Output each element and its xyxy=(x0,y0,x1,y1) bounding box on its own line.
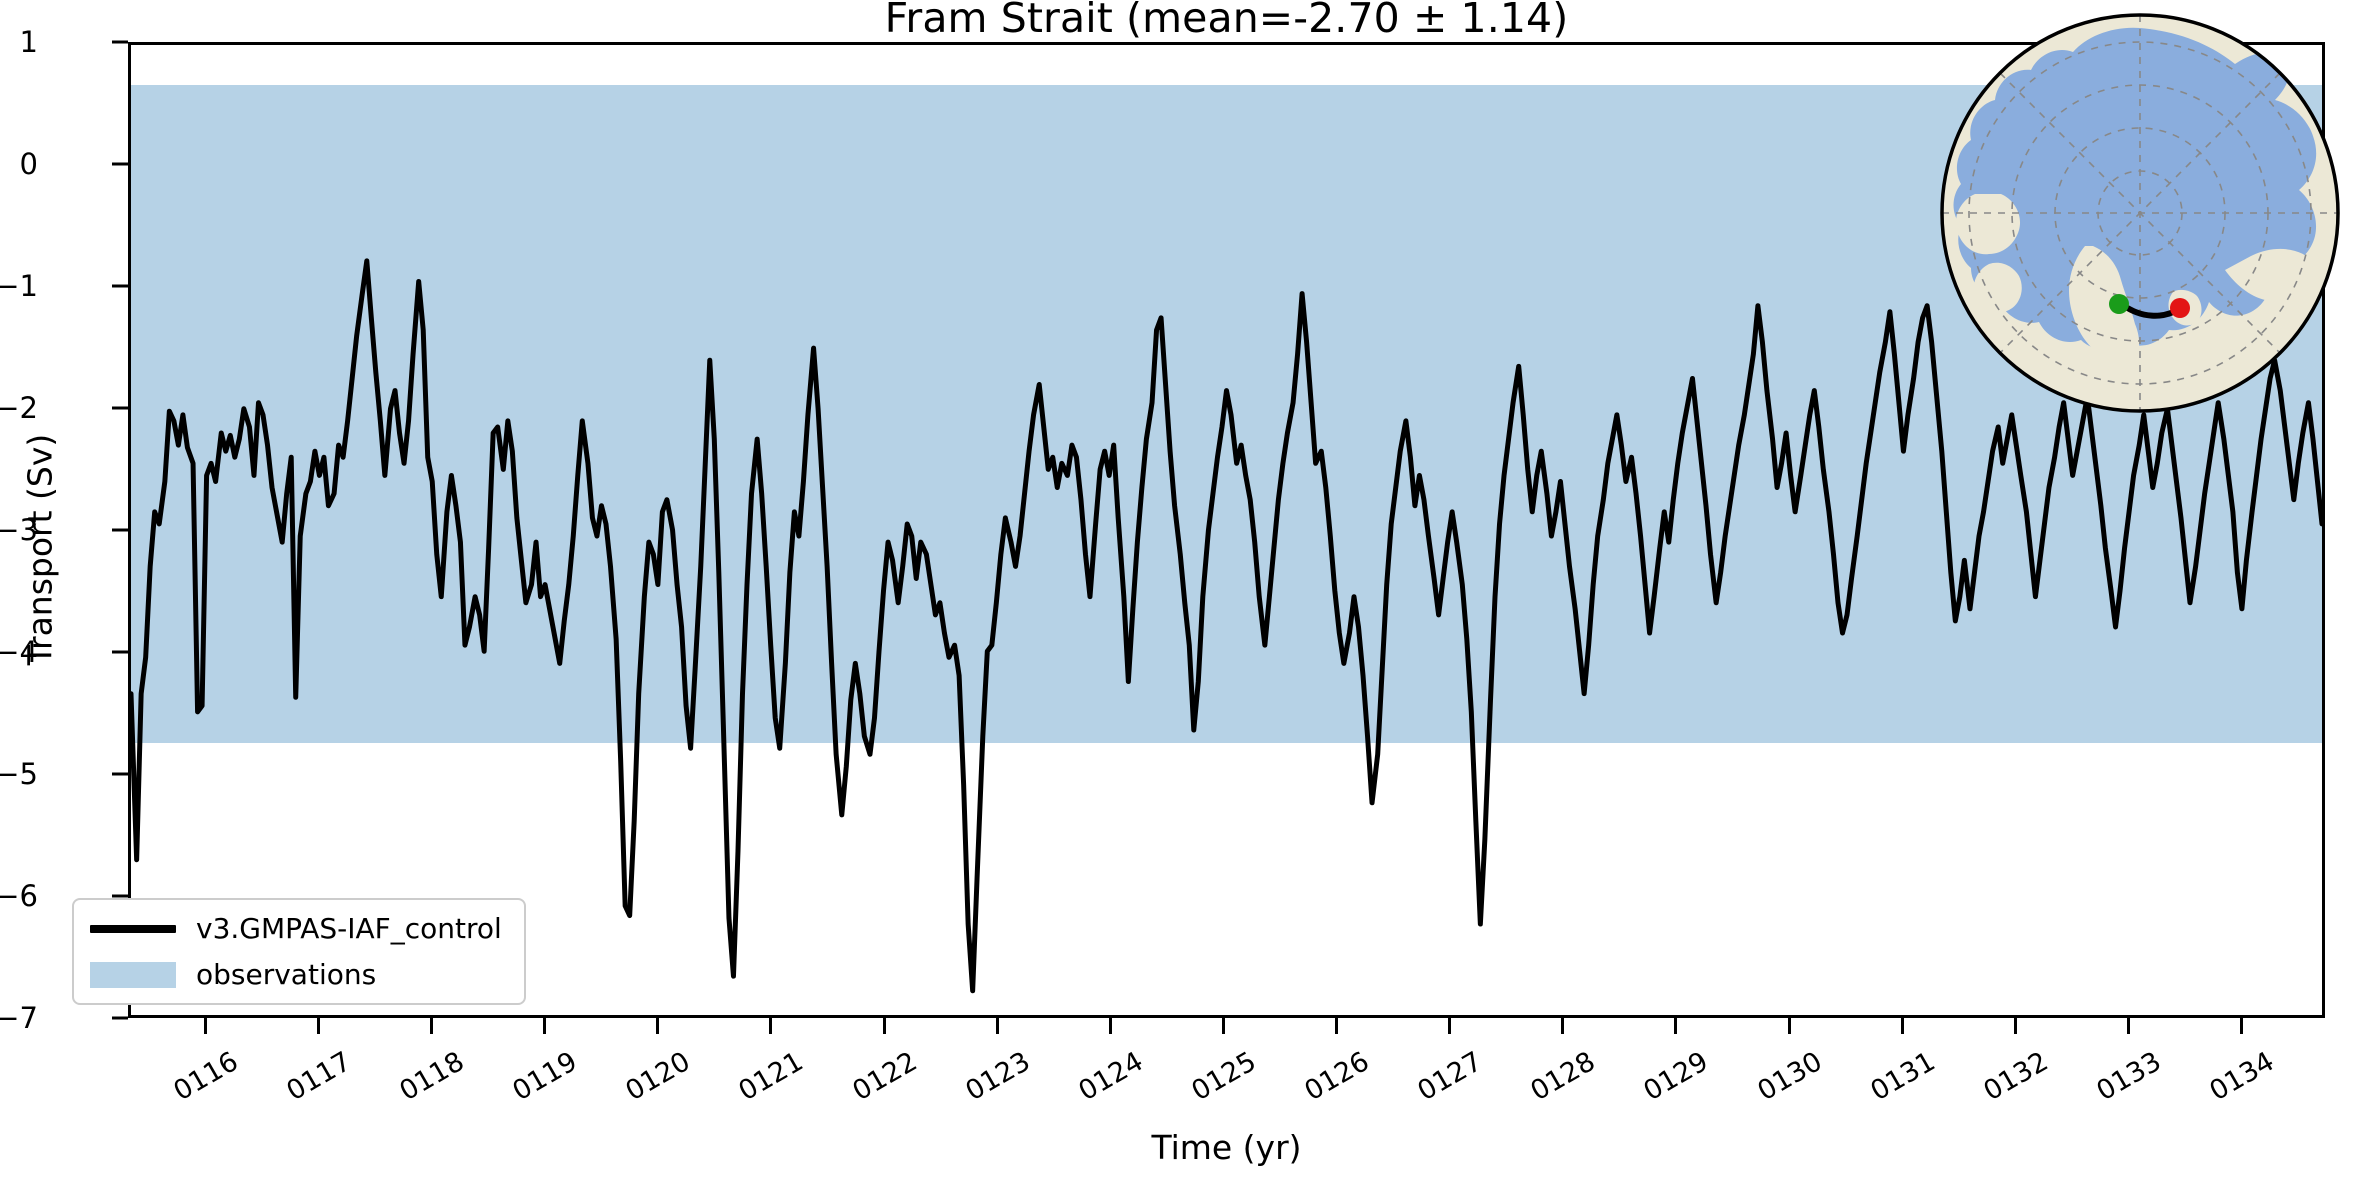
x-tick-label: 0133 xyxy=(2091,1046,2167,1108)
x-tick-label: 0134 xyxy=(2204,1046,2280,1108)
x-tick-label: 0125 xyxy=(1186,1046,1262,1108)
y-tick-mark xyxy=(112,162,128,166)
y-tick-label: 0 xyxy=(19,147,38,181)
y-tick-label: 1 xyxy=(19,25,38,59)
x-tick-mark xyxy=(1900,1018,1904,1034)
y-tick-mark xyxy=(112,772,128,776)
inset-geography xyxy=(1942,15,2338,411)
x-tick-label: 0129 xyxy=(1638,1046,1714,1108)
y-tick-label: −5 xyxy=(0,757,38,791)
arctic-polar-inset-map xyxy=(1940,13,2340,413)
legend-patch-swatch xyxy=(90,961,176,988)
x-tick-label: 0131 xyxy=(1865,1046,1941,1108)
x-tick-label: 0128 xyxy=(1525,1046,1601,1108)
x-tick-label: 0118 xyxy=(394,1046,470,1108)
y-tick-label: −6 xyxy=(0,879,38,913)
x-tick-label: 0124 xyxy=(1073,1046,1149,1108)
x-tick-label: 0127 xyxy=(1412,1046,1488,1108)
x-tick-label: 0119 xyxy=(507,1046,583,1108)
y-tick-mark xyxy=(112,894,128,898)
x-tick-mark xyxy=(316,1018,320,1034)
series-line-v3-gmpas-iaf-control xyxy=(131,258,2322,994)
legend-line-swatch xyxy=(90,924,176,933)
y-tick-label: −4 xyxy=(0,635,38,669)
x-tick-mark xyxy=(2127,1018,2131,1034)
transect-start-marker xyxy=(2109,294,2129,314)
y-tick-mark xyxy=(112,40,128,44)
y-tick-mark xyxy=(112,650,128,654)
x-tick-label: 0116 xyxy=(168,1046,244,1108)
legend-item-series: v3.GMPAS-IAF_control xyxy=(90,912,502,945)
legend-label-series: v3.GMPAS-IAF_control xyxy=(196,912,502,945)
legend-label-observations: observations xyxy=(196,958,377,991)
y-tick-label: −3 xyxy=(0,513,38,547)
x-tick-label: 0126 xyxy=(1299,1046,1375,1108)
y-tick-label: −7 xyxy=(0,1001,38,1035)
x-tick-mark xyxy=(882,1018,886,1034)
x-tick-mark xyxy=(2013,1018,2017,1034)
legend-item-observations: observations xyxy=(90,958,502,991)
x-tick-label: 0117 xyxy=(281,1046,357,1108)
x-tick-mark xyxy=(1335,1018,1339,1034)
x-tick-label: 0123 xyxy=(960,1046,1036,1108)
y-tick-label: −1 xyxy=(0,269,38,303)
x-tick-label: 0120 xyxy=(620,1046,696,1108)
x-tick-label: 0122 xyxy=(847,1046,923,1108)
x-tick-label: 0121 xyxy=(733,1046,809,1108)
transect-end-marker xyxy=(2170,298,2190,318)
x-tick-mark xyxy=(2240,1018,2244,1034)
y-tick-mark xyxy=(112,1016,128,1020)
x-tick-label: 0132 xyxy=(1978,1046,2054,1108)
x-tick-mark xyxy=(1674,1018,1678,1034)
x-tick-mark xyxy=(769,1018,773,1034)
x-axis-label: Time (yr) xyxy=(1151,1128,1302,1167)
x-tick-mark xyxy=(543,1018,547,1034)
x-tick-label: 0130 xyxy=(1752,1046,1828,1108)
chart-legend[interactable]: v3.GMPAS-IAF_control observations xyxy=(72,898,526,1005)
x-tick-mark xyxy=(1561,1018,1565,1034)
chart-title: Fram Strait (mean=-2.70 ± 1.14) xyxy=(884,0,1569,42)
y-tick-mark xyxy=(112,284,128,288)
x-tick-mark xyxy=(656,1018,660,1034)
x-tick-mark xyxy=(430,1018,434,1034)
greenland-landmass xyxy=(2069,246,2140,365)
x-tick-mark xyxy=(1448,1018,1452,1034)
x-tick-mark xyxy=(203,1018,207,1034)
arctic-ocean-polygon xyxy=(1953,27,2317,350)
x-tick-mark xyxy=(1787,1018,1791,1034)
graticule-lines xyxy=(1942,15,2338,411)
timeseries-svg xyxy=(131,258,2322,994)
x-tick-mark xyxy=(1108,1018,1112,1034)
y-tick-mark xyxy=(112,528,128,532)
eurasia-landmass xyxy=(2225,248,2316,303)
x-tick-mark xyxy=(1221,1018,1225,1034)
north-america-landmass xyxy=(1955,194,2022,313)
y-tick-label: −2 xyxy=(0,391,38,425)
inset-globe-outline xyxy=(1940,13,2340,413)
x-tick-mark xyxy=(995,1018,999,1034)
y-tick-mark xyxy=(112,406,128,410)
